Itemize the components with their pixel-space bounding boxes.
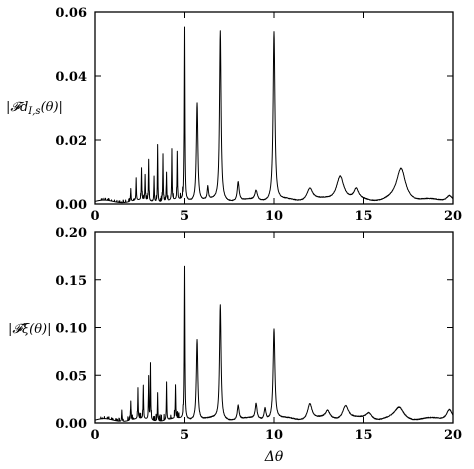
bottom-x-tick-label: 10 <box>265 428 283 443</box>
bottom-x-tick-label: 5 <box>180 428 189 443</box>
bottom-y-tick-label: 0.20 <box>55 226 87 241</box>
top-panel: 0.00 0.02 0.04 0.06 0 5 10 15 20 |𝓕dI,s(θ)| <box>6 6 462 224</box>
bottom-y-tick-label: 0.00 <box>55 417 87 432</box>
top-x-tick-label: 20 <box>444 209 462 224</box>
top-x-tick-label: 15 <box>354 209 372 224</box>
bottom-y-tick-label: 0.05 <box>55 369 87 384</box>
bottom-x-tick-label: 20 <box>444 428 462 443</box>
bottom-y-tick-label: 0.10 <box>55 322 87 337</box>
top-y-tick-label: 0.06 <box>55 6 87 21</box>
bottom-y-tick-label: 0.15 <box>55 274 87 289</box>
bottom-x-tick-label: 15 <box>354 428 372 443</box>
top-y-axis-label: |𝓕dI,s(θ)| <box>6 100 63 117</box>
bottom-x-tick-label: 0 <box>90 428 99 443</box>
top-x-tick-label: 5 <box>180 209 189 224</box>
top-y-tick-label: 0.04 <box>55 70 87 85</box>
top-series-line <box>94 26 454 204</box>
x-axis-label: Δθ <box>264 449 284 465</box>
bottom-y-axis-label: |𝓕ξ(θ)| <box>8 322 51 337</box>
bottom-x-ticks: 0 5 10 15 20 <box>90 232 462 443</box>
bottom-series-line <box>94 265 454 422</box>
top-y-ticks: 0.00 0.02 0.04 0.06 <box>55 6 453 213</box>
top-y-tick-label: 0.02 <box>55 134 87 149</box>
bottom-y-ticks: 0.00 0.05 0.10 0.15 0.20 <box>55 226 453 432</box>
top-x-tick-label: 10 <box>265 209 283 224</box>
bottom-panel: 0.00 0.05 0.10 0.15 0.20 0 5 10 15 20 |𝓕ξ(θ)| Δθ <box>8 226 462 465</box>
top-x-tick-label: 0 <box>90 209 99 224</box>
top-y-tick-label: 0.00 <box>55 198 87 213</box>
top-x-ticks: 0 5 10 15 20 <box>90 12 462 224</box>
